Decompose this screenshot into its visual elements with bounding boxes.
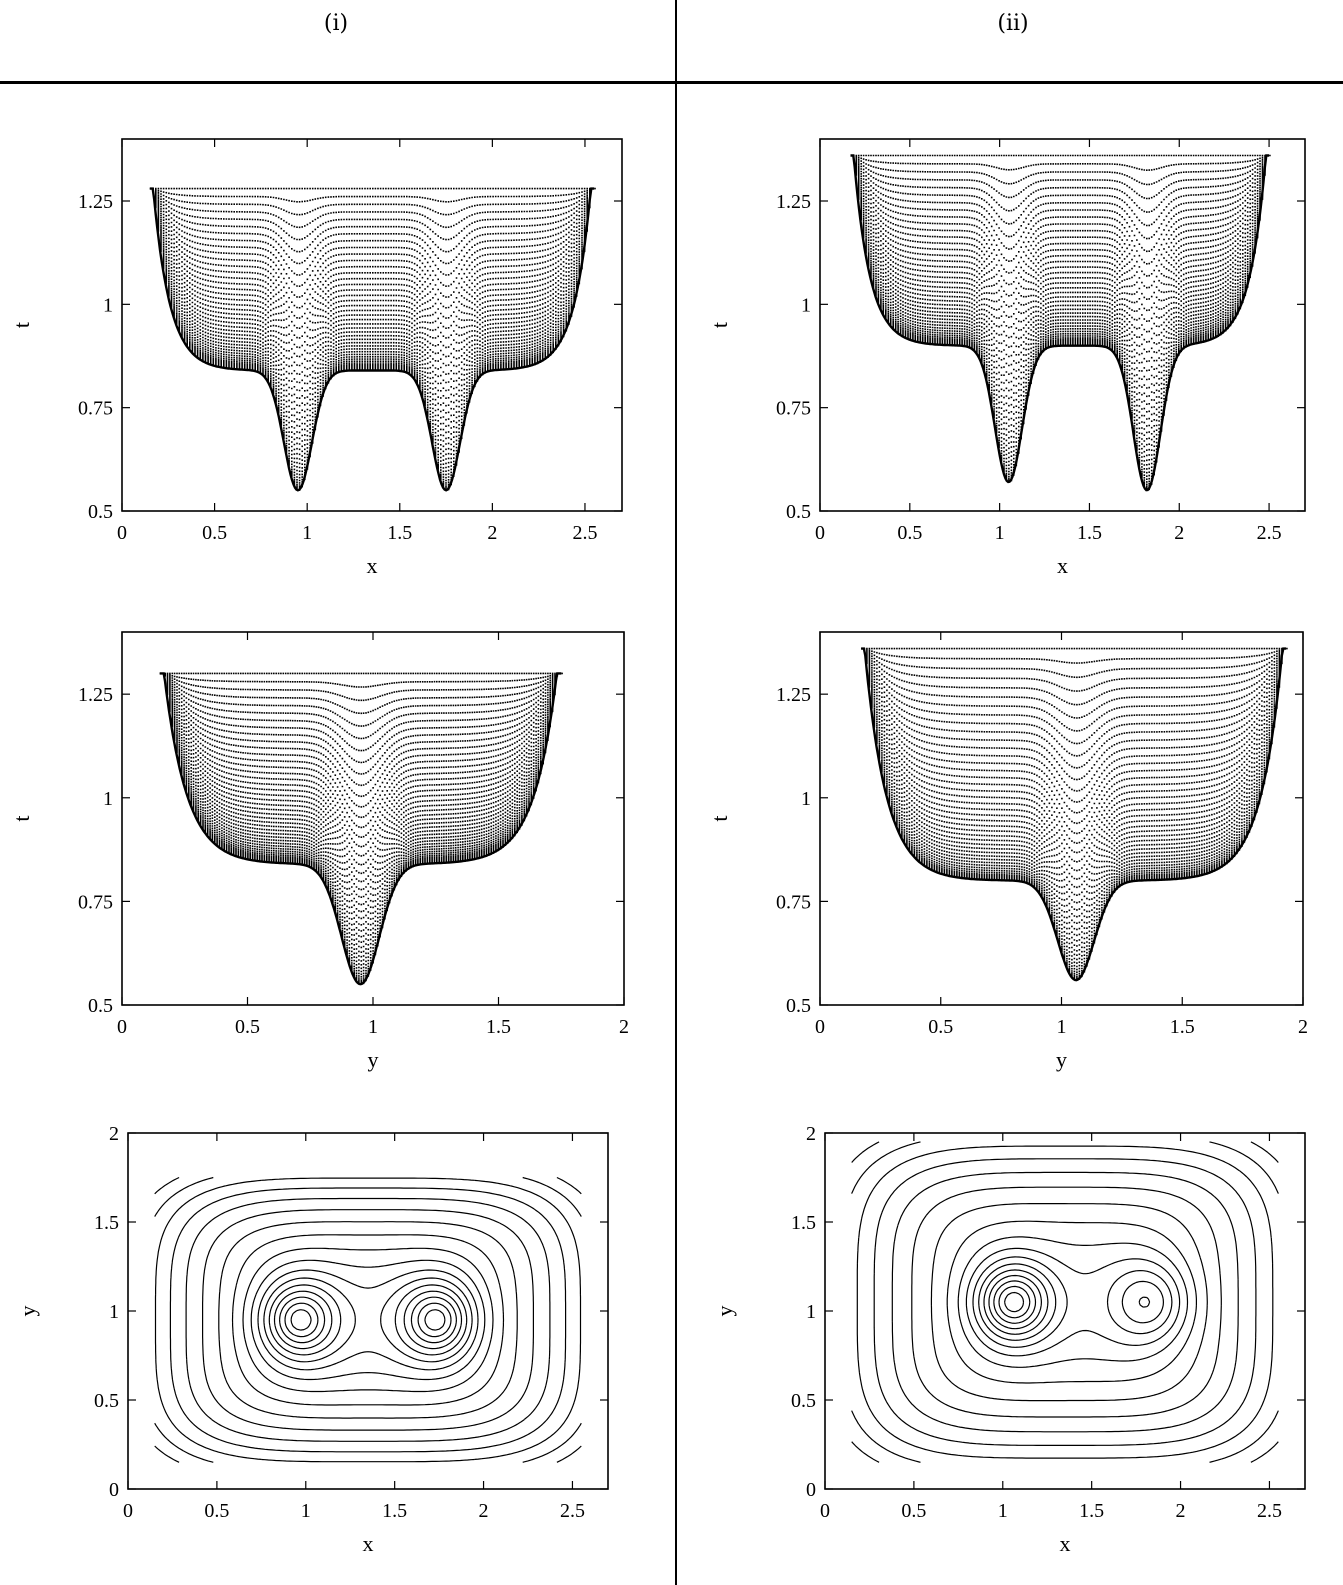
x-tick-label: 0: [117, 522, 127, 544]
y-tick-label: 1.5: [791, 1212, 816, 1234]
x-tick-label: 1.5: [486, 1016, 511, 1038]
y-tick-label: 1.5: [94, 1212, 119, 1234]
x-tick-label: 1: [995, 522, 1005, 544]
x-tick-label: 0: [815, 522, 825, 544]
y-tick-label: 0: [109, 1479, 119, 1501]
scatter-points: [850, 154, 1271, 491]
y-axis-label: t: [707, 322, 732, 328]
contour-lines: [851, 1141, 1279, 1463]
x-tick-label: 1: [1057, 1016, 1067, 1038]
x-tick-label: 0.5: [204, 1500, 229, 1522]
y-tick-label: 1: [806, 1301, 816, 1323]
y-axis-label: t: [707, 815, 732, 821]
scatter-envelope: [861, 647, 1287, 982]
x-tick-label: 2: [619, 1016, 629, 1038]
y-tick-label: 2: [109, 1123, 119, 1145]
x-tick-label: 1.5: [1079, 1500, 1104, 1522]
x-axis-label: y: [1056, 1047, 1067, 1072]
y-tick-label: 1: [103, 788, 113, 810]
y-tick-label: 1: [109, 1301, 119, 1323]
plot-frame: [127, 1132, 609, 1490]
scatter-envelope: [850, 154, 1270, 492]
plot-frame: [824, 1132, 1306, 1490]
x-axis-label: y: [368, 1047, 379, 1072]
scatter-envelope: [159, 672, 562, 986]
y-tick-label: 1.25: [776, 684, 811, 706]
y-tick-label: 0.75: [776, 891, 811, 913]
x-axis-label: x: [1057, 553, 1068, 578]
x-tick-label: 2: [1298, 1016, 1308, 1038]
x-tick-label: 1.5: [1170, 1016, 1195, 1038]
x-tick-label: 2.5: [572, 522, 597, 544]
x-tick-label: 0.5: [897, 522, 922, 544]
y-axis-label: y: [15, 1306, 40, 1317]
x-tick-label: 0.5: [928, 1016, 953, 1038]
y-tick-label: 0.5: [786, 995, 811, 1017]
x-tick-label: 2.5: [1257, 1500, 1282, 1522]
y-tick-label: 0.75: [78, 398, 113, 420]
x-axis-label: x: [367, 553, 378, 578]
header-rule: [0, 81, 1343, 84]
x-tick-label: 2: [487, 522, 497, 544]
y-tick-label: 0: [806, 1479, 816, 1501]
y-tick-label: 0.75: [78, 891, 113, 913]
x-tick-label: 1: [302, 522, 312, 544]
x-axis-label: x: [1060, 1531, 1071, 1556]
x-tick-label: 0.5: [202, 522, 227, 544]
y-axis-label: t: [9, 322, 34, 328]
y-tick-label: 1.25: [78, 684, 113, 706]
x-tick-label: 0: [820, 1500, 830, 1522]
x-tick-label: 2: [1176, 1500, 1186, 1522]
plot-frame: [121, 138, 623, 512]
chart-i-xy: 0 0.5 1 1.5 2 2.5 0 0.5 1 1.5 2 x y: [15, 1123, 609, 1556]
y-axis-label: t: [9, 815, 34, 821]
x-tick-label: 1: [301, 1500, 311, 1522]
y-axis-label: y: [712, 1306, 737, 1317]
scatter-points: [159, 672, 563, 985]
y-tick-label: 2: [806, 1123, 816, 1145]
column-header-ii: (ii): [997, 11, 1029, 36]
plot-frame: [819, 138, 1306, 512]
scatter-points: [861, 647, 1288, 981]
y-tick-label: 0.5: [791, 1390, 816, 1412]
x-tick-label: 1.5: [1077, 522, 1102, 544]
y-tick-label: 0.5: [786, 501, 811, 523]
x-tick-label: 2: [479, 1500, 489, 1522]
column-divider: [675, 0, 677, 1585]
scatter-envelope: [149, 187, 595, 492]
y-tick-label: 1: [801, 788, 811, 810]
y-tick-label: 1.25: [776, 191, 811, 213]
y-tick-label: 0.75: [776, 398, 811, 420]
x-tick-label: 1: [998, 1500, 1008, 1522]
x-tick-label: 2.5: [1257, 522, 1282, 544]
scatter-points: [149, 187, 596, 491]
x-tick-label: 0.5: [235, 1016, 260, 1038]
column-header-i: (i): [323, 11, 349, 36]
y-tick-label: 1.25: [78, 191, 113, 213]
x-tick-label: 0: [815, 1016, 825, 1038]
x-tick-label: 2: [1174, 522, 1184, 544]
y-tick-label: 1: [103, 294, 113, 316]
y-tick-label: 1: [801, 294, 811, 316]
x-tick-label: 2.5: [560, 1500, 585, 1522]
x-tick-label: 1.5: [382, 1500, 407, 1522]
y-tick-label: 0.5: [88, 995, 113, 1017]
x-tick-label: 0.5: [901, 1500, 926, 1522]
x-tick-label: 1: [368, 1016, 378, 1038]
y-tick-label: 0.5: [94, 1390, 119, 1412]
x-tick-label: 0: [123, 1500, 133, 1522]
x-tick-label: 0: [117, 1016, 127, 1038]
x-axis-label: x: [363, 1531, 374, 1556]
chart-ii-xy: 0 0.5 1 1.5 2 2.5 0 0.5 1 1.5 2 x y: [712, 1123, 1306, 1556]
x-tick-label: 1.5: [387, 522, 412, 544]
y-tick-label: 0.5: [88, 501, 113, 523]
contour-lines: [154, 1176, 582, 1463]
